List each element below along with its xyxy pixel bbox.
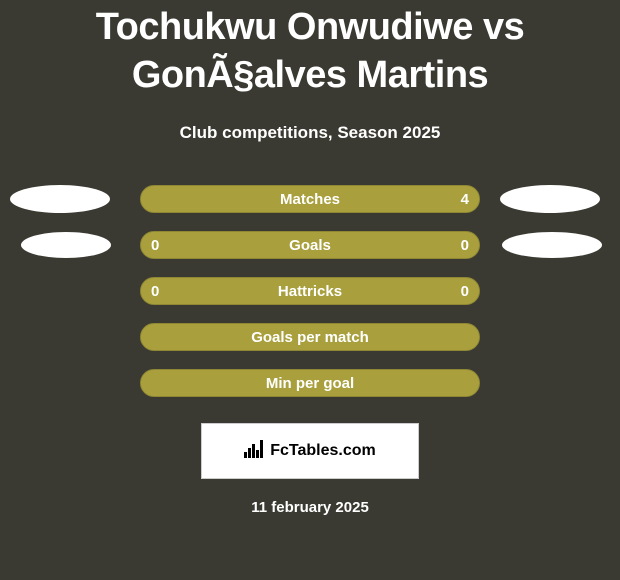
brand-box: FcTables.com [201, 423, 419, 479]
stat-label: Min per goal [266, 375, 354, 392]
stat-row-hattricks: 0 Hattricks 0 [0, 277, 620, 305]
stat-label: Matches [280, 191, 340, 208]
player-left-oval [10, 185, 110, 213]
player-right-oval [500, 185, 600, 213]
stat-value-right: 4 [461, 191, 469, 208]
stat-row-matches: Matches 4 [0, 185, 620, 213]
player-left-oval [21, 232, 111, 258]
stat-row-goals: 0 Goals 0 [0, 231, 620, 259]
stat-label: Goals [289, 237, 331, 254]
footer-date: 11 february 2025 [0, 499, 620, 516]
stat-row-goals-per-match: Goals per match [0, 323, 620, 351]
stat-value-right: 0 [461, 237, 469, 254]
stat-label: Goals per match [251, 329, 369, 346]
stat-value-left: 0 [151, 283, 159, 300]
stat-label: Hattricks [278, 283, 342, 300]
stat-bar: Matches 4 [140, 185, 480, 213]
subtitle: Club competitions, Season 2025 [0, 123, 620, 143]
stat-bar: Min per goal [140, 369, 480, 397]
brand-text: FcTables.com [270, 442, 376, 460]
stat-bar: 0 Hattricks 0 [140, 277, 480, 305]
stat-value-left: 0 [151, 237, 159, 254]
stat-bar: Goals per match [140, 323, 480, 351]
stat-bar: 0 Goals 0 [140, 231, 480, 259]
page-title: Tochukwu Onwudiwe vs GonÃ§alves Martins [0, 4, 620, 99]
bar-chart-icon [244, 440, 264, 463]
stat-row-min-per-goal: Min per goal [0, 369, 620, 397]
stat-value-right: 0 [461, 283, 469, 300]
stat-rows: Matches 4 0 Goals 0 0 Hattricks 0 [0, 185, 620, 397]
player-right-oval [502, 232, 602, 258]
